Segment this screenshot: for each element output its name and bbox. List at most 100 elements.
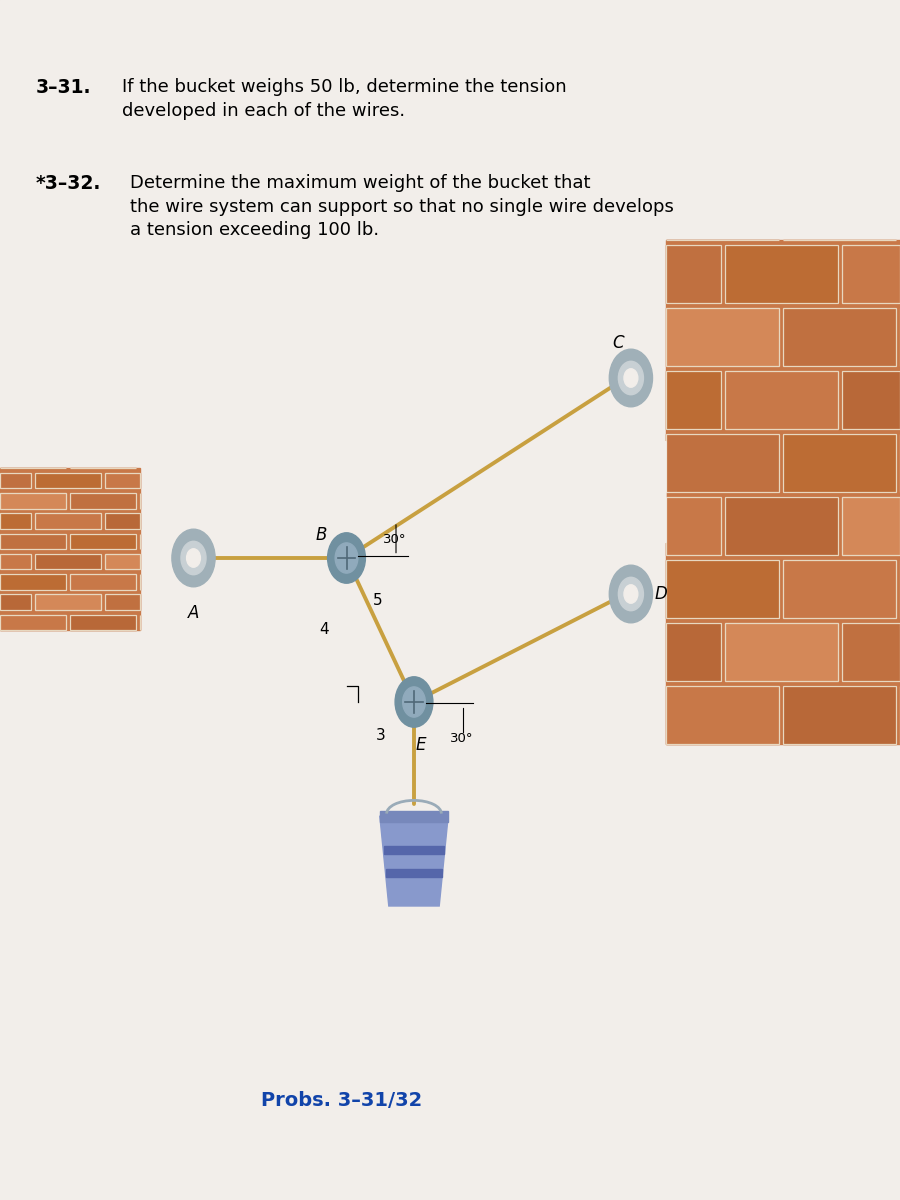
Circle shape xyxy=(186,548,201,568)
Bar xyxy=(724,497,838,554)
Bar xyxy=(842,623,900,680)
Bar xyxy=(783,685,896,744)
Circle shape xyxy=(395,677,433,727)
Wedge shape xyxy=(628,442,666,542)
Bar xyxy=(783,685,896,744)
Bar xyxy=(666,559,779,618)
Bar xyxy=(666,497,721,554)
Bar xyxy=(842,245,900,302)
Bar xyxy=(666,245,721,302)
Bar xyxy=(666,433,779,492)
Bar xyxy=(724,245,838,302)
Bar xyxy=(35,473,101,488)
Bar xyxy=(783,559,896,618)
Circle shape xyxy=(328,533,365,583)
Bar xyxy=(70,534,136,550)
Bar xyxy=(0,574,67,589)
Bar xyxy=(104,473,140,488)
Text: D: D xyxy=(654,584,667,602)
Bar xyxy=(0,534,67,550)
Bar xyxy=(104,594,140,610)
Bar xyxy=(666,433,779,492)
Text: *3–32.: *3–32. xyxy=(36,174,102,193)
Bar xyxy=(666,307,779,366)
Bar xyxy=(70,493,136,509)
Bar xyxy=(0,493,67,509)
Text: 5: 5 xyxy=(373,593,382,608)
Bar xyxy=(383,846,445,854)
Bar xyxy=(35,473,101,488)
Bar xyxy=(842,497,900,554)
Bar xyxy=(666,371,721,428)
Text: B: B xyxy=(316,526,327,544)
Bar xyxy=(0,534,67,550)
Bar xyxy=(0,554,32,569)
Text: Determine the maximum weight of the bucket that
the wire system can support so t: Determine the maximum weight of the buck… xyxy=(130,174,674,239)
Bar xyxy=(724,623,838,680)
Bar xyxy=(35,594,101,610)
Text: C: C xyxy=(613,334,624,352)
Bar xyxy=(104,514,140,529)
Text: 30°: 30° xyxy=(382,533,406,546)
Text: 30°: 30° xyxy=(450,732,473,745)
Bar xyxy=(783,307,896,366)
Circle shape xyxy=(172,529,215,587)
Circle shape xyxy=(618,361,644,395)
Bar xyxy=(842,371,900,428)
Bar xyxy=(666,559,779,618)
Bar xyxy=(666,623,721,680)
Bar xyxy=(380,811,448,822)
Bar xyxy=(842,245,900,302)
Circle shape xyxy=(402,686,426,718)
Bar xyxy=(783,433,896,492)
Bar xyxy=(724,371,838,428)
Bar xyxy=(666,623,721,680)
Circle shape xyxy=(618,577,644,611)
Circle shape xyxy=(609,349,652,407)
Text: 4: 4 xyxy=(320,623,328,637)
Bar xyxy=(0,514,32,529)
Bar xyxy=(724,623,838,680)
Bar xyxy=(104,473,140,488)
Polygon shape xyxy=(380,816,448,906)
Bar xyxy=(842,497,900,554)
Text: E: E xyxy=(416,736,427,754)
Circle shape xyxy=(624,368,638,388)
Bar xyxy=(0,473,32,488)
Bar xyxy=(35,514,101,529)
Bar xyxy=(666,245,721,302)
Bar xyxy=(783,307,896,366)
Bar xyxy=(70,493,136,509)
Bar xyxy=(35,594,101,610)
Bar xyxy=(783,433,896,492)
Bar xyxy=(104,514,140,529)
Bar xyxy=(0,574,67,589)
Circle shape xyxy=(624,584,638,604)
Bar xyxy=(666,497,721,554)
Bar xyxy=(104,594,140,610)
Bar xyxy=(666,371,721,428)
Bar xyxy=(70,574,136,589)
Bar xyxy=(783,559,896,618)
Bar xyxy=(35,554,101,569)
Bar xyxy=(35,554,101,569)
Bar xyxy=(724,245,838,302)
Text: A: A xyxy=(188,604,199,622)
Bar xyxy=(35,514,101,529)
Bar xyxy=(0,614,67,630)
Bar xyxy=(724,371,838,428)
Bar xyxy=(104,554,140,569)
Bar xyxy=(666,685,779,744)
Bar xyxy=(724,497,838,554)
Bar xyxy=(666,240,900,744)
Text: If the bucket weighs 50 lb, determine the tension
developed in each of the wires: If the bucket weighs 50 lb, determine th… xyxy=(122,78,566,120)
Circle shape xyxy=(335,542,358,574)
Circle shape xyxy=(609,565,652,623)
Bar xyxy=(70,614,136,630)
Circle shape xyxy=(181,541,206,575)
Bar xyxy=(104,554,140,569)
Bar xyxy=(0,594,32,610)
Bar xyxy=(0,554,32,569)
Bar xyxy=(0,493,67,509)
Bar xyxy=(666,685,779,744)
